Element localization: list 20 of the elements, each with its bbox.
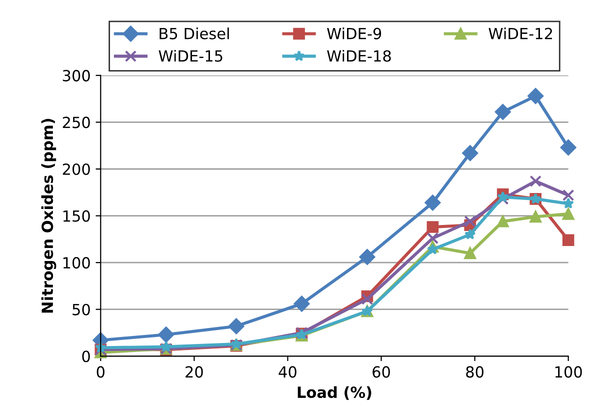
x-tick-label: 20 — [186, 366, 203, 378]
legend-label: B5 Diesel — [160, 28, 229, 40]
y-tick-label: 250 — [62, 116, 90, 128]
x-tick-label: 40 — [278, 366, 296, 378]
y-tick-label: 0 — [82, 350, 90, 362]
legend-label: WiDE-18 — [327, 50, 391, 62]
x-axis-title: Load (%) — [298, 386, 372, 400]
y-axis-title: Nitrogen Oxides (ppm) — [41, 118, 56, 313]
y-tick-label: 150 — [63, 210, 90, 222]
x-tick-label: 80 — [466, 366, 484, 378]
y-tick-label: 200 — [62, 163, 90, 176]
x-tick-label: 60 — [372, 366, 390, 378]
legend-label: WiDE-9 — [327, 28, 382, 40]
legend-label: WiDE-15 — [158, 50, 222, 62]
y-tick-label: 100 — [63, 257, 90, 269]
legend-label: WiDE-12 — [488, 28, 552, 40]
y-tick-label: 300 — [62, 70, 90, 82]
x-tick-label: 100 — [555, 366, 582, 378]
y-tick-label: 50 — [72, 304, 90, 316]
x-tick-label: 0 — [96, 366, 104, 378]
